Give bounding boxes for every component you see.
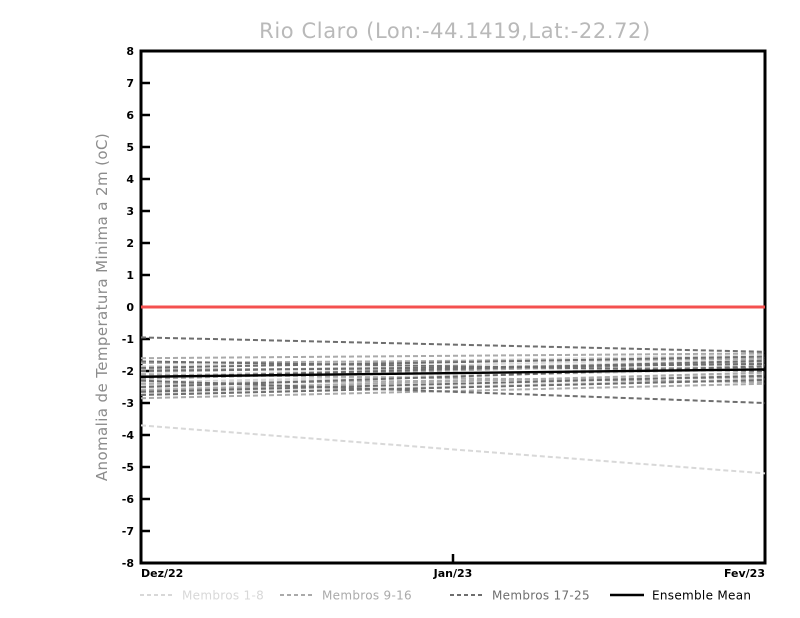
y-tick-label: -8 bbox=[122, 557, 134, 570]
legend-label-4: Ensemble Mean bbox=[652, 589, 751, 603]
y-tick-label: -2 bbox=[122, 365, 134, 378]
chart-legend: Membros 1-8 Membros 9-16 Membros 17-25 Ense… bbox=[140, 589, 751, 603]
y-tick-label: 4 bbox=[126, 173, 134, 186]
y-axis-label: Anomalia de Temperatura Minima a 2m (oC) bbox=[93, 133, 111, 481]
y-tick-label: -4 bbox=[122, 429, 135, 442]
y-tick-label: -7 bbox=[122, 525, 134, 538]
legend-label-1: Membros 1-8 bbox=[182, 589, 264, 603]
y-tick-label: 5 bbox=[126, 141, 134, 154]
series-line bbox=[140, 360, 766, 372]
legend-label-2: Membros 9-16 bbox=[322, 589, 412, 603]
series-line bbox=[140, 336, 766, 353]
series-line bbox=[140, 378, 766, 396]
x-tick-label: Dez/22 bbox=[141, 567, 183, 580]
y-tick-label: 7 bbox=[126, 77, 134, 90]
y-tick-label: 3 bbox=[126, 205, 134, 218]
y-tick-label: 2 bbox=[126, 237, 134, 250]
series-line bbox=[140, 374, 766, 393]
x-axis-ticks: Dez/22 Jan/23 Fev/23 bbox=[139, 554, 767, 580]
y-tick-label: -1 bbox=[122, 333, 134, 346]
y-tick-label: 0 bbox=[126, 301, 134, 314]
y-tick-label: 8 bbox=[126, 45, 134, 58]
y-tick-label: -6 bbox=[122, 493, 135, 506]
legend-label-3: Membros 17-25 bbox=[492, 589, 590, 603]
series-line bbox=[140, 368, 766, 378]
y-tick-label: -3 bbox=[122, 397, 134, 410]
series-line bbox=[140, 352, 766, 360]
x-tick-label: Fev/23 bbox=[724, 567, 765, 580]
y-tick-label: 1 bbox=[126, 269, 134, 282]
y-tick-label: -5 bbox=[122, 461, 134, 474]
series-layer bbox=[140, 336, 766, 475]
chart-title: Rio Claro (Lon:-44.1419,Lat:-22.72) bbox=[259, 19, 651, 43]
series-line bbox=[140, 362, 766, 372]
series-line bbox=[140, 355, 766, 369]
y-tick-label: 6 bbox=[126, 109, 134, 122]
series-line bbox=[140, 424, 766, 475]
series-line bbox=[140, 379, 766, 404]
x-tick-label: Jan/23 bbox=[433, 567, 473, 580]
